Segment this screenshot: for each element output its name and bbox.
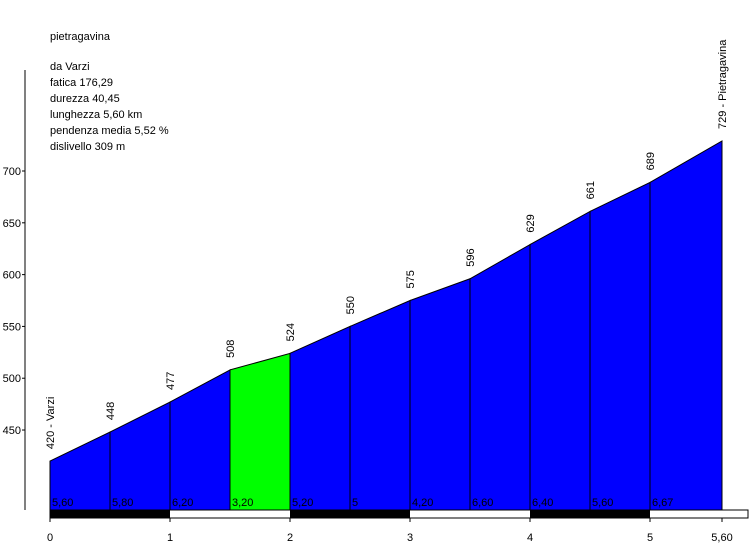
gradient-label: 5,20 — [292, 497, 313, 509]
km-strip-black — [50, 510, 170, 518]
profile-segment — [589, 181, 651, 511]
gradient-label: 5,60 — [52, 497, 73, 509]
y-tick-label: 650 — [3, 218, 21, 230]
value-label: 550 — [345, 296, 357, 314]
value-label: 629 — [525, 214, 537, 232]
x-tick-label: 0 — [47, 532, 53, 544]
y-tick-label: 600 — [3, 270, 21, 282]
chart-title: pietragavina — [50, 31, 111, 43]
x-tick-label: 4 — [527, 532, 533, 544]
x-tick-label: 5,60 — [711, 532, 732, 544]
y-tick-label: 700 — [3, 166, 21, 178]
gradient-label: 4,20 — [412, 497, 433, 509]
value-label: 508 — [225, 340, 237, 358]
gradient-label: 6,40 — [532, 497, 553, 509]
info-line: da Varzi — [50, 61, 90, 73]
value-label: 524 — [285, 323, 297, 341]
value-label: 575 — [405, 270, 417, 288]
profile-segment — [409, 278, 471, 511]
gradient-label: 5,80 — [112, 497, 133, 509]
profile-segment — [649, 140, 723, 511]
value-label: 661 — [585, 181, 597, 199]
x-tick-label: 3 — [407, 532, 413, 544]
value-label: 596 — [465, 248, 477, 266]
value-label: 448 — [105, 402, 117, 420]
info-line: durezza 40,45 — [50, 93, 120, 105]
gradient-label: 3,20 — [232, 497, 253, 509]
value-label: 689 — [645, 152, 657, 170]
gradient-label: 5,60 — [592, 497, 613, 509]
profile-segment — [229, 352, 291, 511]
gradient-label: 5 — [352, 497, 358, 509]
info-line: fatica 176,29 — [50, 77, 113, 89]
value-label: 477 — [165, 372, 177, 390]
km-strip-black — [530, 510, 650, 518]
info-line: dislivello 309 m — [50, 141, 125, 153]
gradient-label: 6,60 — [472, 497, 493, 509]
info-line: pendenza media 5,52 % — [50, 125, 169, 137]
x-tick-label: 5 — [647, 532, 653, 544]
km-strip-black — [290, 510, 410, 518]
value-label: 420 - Varzi — [45, 397, 57, 449]
profile-segment — [349, 299, 411, 511]
x-tick-label: 1 — [167, 532, 173, 544]
gradient-label: 6,67 — [652, 497, 673, 509]
profile-segment — [469, 243, 531, 511]
y-tick-label: 450 — [3, 425, 21, 437]
profile-segment — [529, 210, 591, 511]
x-tick-label: 2 — [287, 532, 293, 544]
gradient-label: 6,20 — [172, 497, 193, 509]
info-line: lunghezza 5,60 km — [50, 109, 142, 121]
value-label: 729 - Pietragavina — [717, 39, 729, 129]
y-tick-label: 500 — [3, 373, 21, 385]
profile-segment — [289, 325, 351, 511]
y-tick-label: 550 — [3, 321, 21, 333]
